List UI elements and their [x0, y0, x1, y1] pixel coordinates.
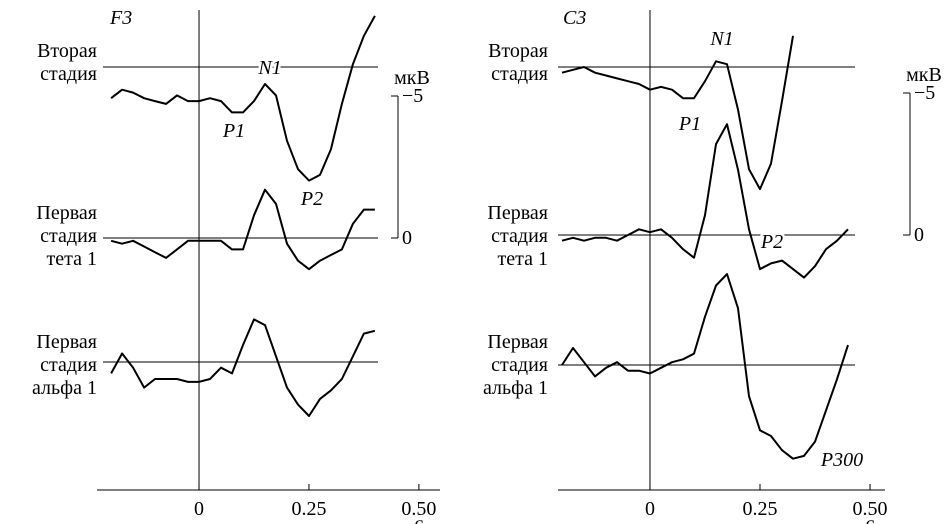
x-axis-label: с [866, 513, 875, 524]
x-tick-label: 0 [194, 498, 204, 520]
x-axis-label: с [414, 513, 423, 524]
panel-title: F3 [109, 7, 132, 29]
trace [561, 35, 794, 191]
annotation: P1 [678, 113, 701, 135]
series-label: Вторая стадия [488, 40, 548, 85]
y-axis-label: мкВ [906, 64, 942, 86]
trace [561, 273, 849, 460]
y-axis-label: мкВ [394, 67, 430, 89]
annotation: N1 [257, 57, 281, 79]
trace [110, 318, 376, 417]
trace [110, 188, 375, 271]
x-tick-label: 0.50 [853, 498, 888, 520]
series-label: Первая стадия альфа 1 [32, 331, 97, 399]
y-tick-label: 0 [402, 227, 412, 249]
y-tick-label: 0 [914, 224, 924, 246]
annotation: P2 [300, 188, 323, 210]
y-tick-label: −5 [402, 85, 423, 107]
annotation: P2 [760, 231, 783, 253]
series-label: Первая стадия тета 1 [36, 202, 97, 270]
x-tick-label: 0.25 [743, 498, 778, 520]
panel-title: C3 [563, 7, 586, 29]
y-tick-label: −5 [914, 82, 935, 104]
trace [110, 15, 376, 182]
annotation: P1 [222, 120, 245, 142]
annotation: N1 [709, 28, 733, 50]
x-tick-label: 0.50 [401, 498, 436, 520]
series-label: Первая стадия альфа 1 [483, 331, 548, 399]
x-tick-label: 0 [645, 498, 655, 520]
x-tick-label: 0.25 [291, 498, 326, 520]
annotation: P300 [820, 449, 863, 471]
series-label: Вторая стадия [37, 40, 97, 85]
trace [561, 123, 849, 279]
series-label: Первая стадия тета 1 [487, 202, 548, 270]
